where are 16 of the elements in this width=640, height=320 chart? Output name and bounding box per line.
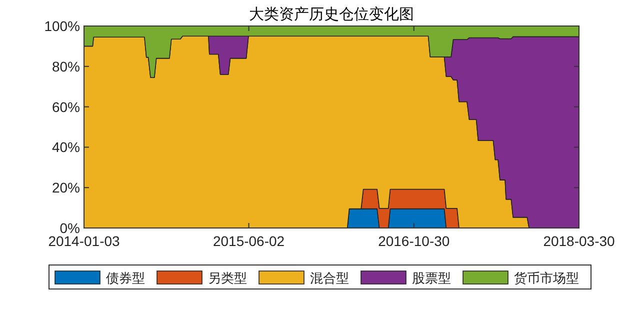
y-tick-label: 40% bbox=[52, 139, 80, 156]
y-tick-label: 80% bbox=[52, 58, 80, 74]
legend-label: 另类型 bbox=[208, 270, 247, 286]
legend-label: 混合型 bbox=[310, 270, 349, 286]
y-tick-label: 100% bbox=[44, 18, 80, 34]
legend-label: 股票型 bbox=[412, 270, 451, 286]
x-tick-label: 2016-10-30 bbox=[378, 233, 450, 249]
y-tick-label: 60% bbox=[52, 98, 80, 115]
chart-title: 大类资产历史仓位变化图 bbox=[249, 6, 414, 23]
y-tick-label: 20% bbox=[52, 180, 80, 196]
y-tick-label: 0% bbox=[60, 220, 80, 236]
x-tick-label: 2018-03-30 bbox=[543, 233, 616, 249]
x-tick-label: 2014-01-03 bbox=[48, 233, 120, 249]
x-tick-label: 2015-06-02 bbox=[212, 233, 285, 249]
legend-label: 债券型 bbox=[106, 270, 145, 286]
legend-label: 货币市场型 bbox=[514, 270, 579, 286]
